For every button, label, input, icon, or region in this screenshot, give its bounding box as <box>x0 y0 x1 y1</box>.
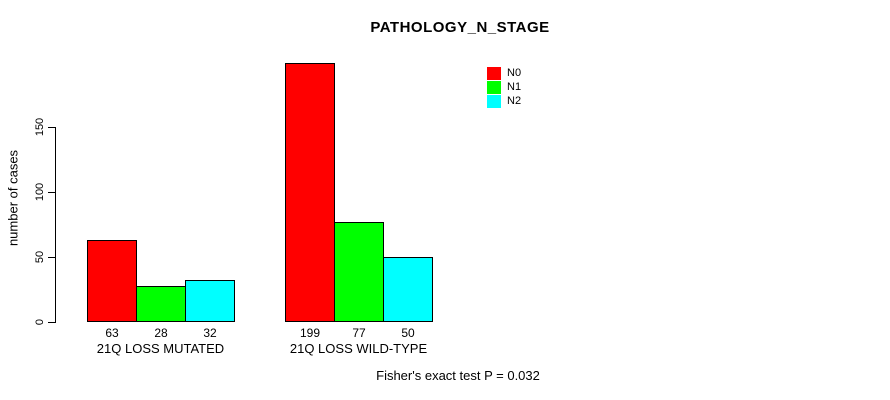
chart-title: PATHOLOGY_N_STAGE <box>370 19 550 36</box>
y-tick-label: 100 <box>34 182 46 201</box>
y-tick <box>48 256 55 258</box>
legend-swatch-n0 <box>487 66 501 80</box>
y-tick-label: 50 <box>34 250 46 263</box>
legend-label: N2 <box>507 95 522 107</box>
bar-n2-group2 <box>383 257 433 322</box>
legend: N0 N1 N2 <box>487 66 521 108</box>
bar-n2-group1 <box>185 280 235 322</box>
legend-item-n1: N1 <box>487 80 521 94</box>
bar-value-label: 199 <box>299 326 321 340</box>
bar-n0-group2 <box>285 63 335 322</box>
bar-n1-group1 <box>136 286 186 322</box>
legend-swatch-n1 <box>487 80 501 94</box>
group-label: 21Q LOSS WILD-TYPE <box>289 341 428 356</box>
bar-n0-group1 <box>87 240 137 322</box>
bar-value-label: 28 <box>154 326 168 340</box>
group-label: 21Q LOSS MUTATED <box>96 341 225 356</box>
legend-item-n0: N0 <box>487 66 521 80</box>
legend-label: N1 <box>507 81 522 93</box>
y-tick <box>48 126 55 128</box>
y-tick <box>48 321 55 323</box>
bar-n1-group2 <box>334 222 384 322</box>
y-tick <box>48 191 55 193</box>
bar-value-label: 63 <box>105 326 119 340</box>
legend-label: N0 <box>507 67 522 79</box>
fisher-test-annotation: Fisher's exact test P = 0.032 <box>376 368 540 383</box>
y-tick-label: 150 <box>34 117 46 136</box>
bar-value-label: 50 <box>401 326 415 340</box>
y-tick-label: 0 <box>34 318 46 325</box>
bar-value-label: 77 <box>352 326 366 340</box>
y-axis-line <box>55 126 56 323</box>
legend-item-n2: N2 <box>487 94 521 108</box>
legend-swatch-n2 <box>487 94 501 108</box>
bar-value-label: 32 <box>203 326 217 340</box>
